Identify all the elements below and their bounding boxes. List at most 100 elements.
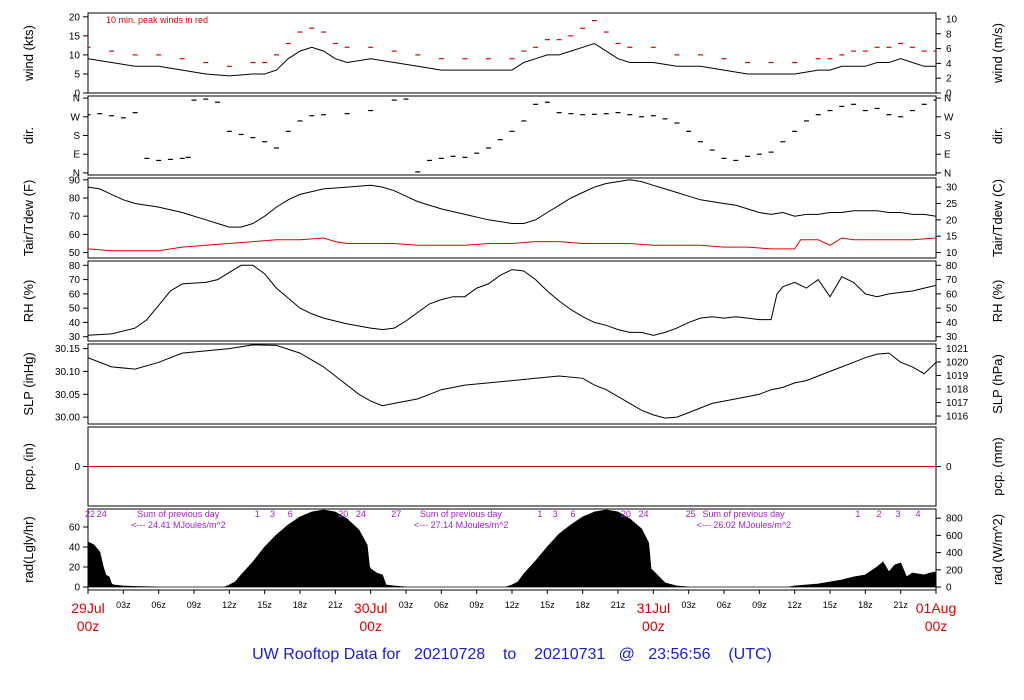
- temp-left-tick-label: 70: [69, 212, 81, 223]
- rh-left-tick-label: 50: [69, 304, 81, 315]
- x-date-label: 01Aug: [916, 600, 956, 616]
- slp-right-tick-label: 1020: [946, 358, 969, 369]
- x-hour-label: 03z: [116, 600, 131, 610]
- slp-right-tick-label: 1016: [946, 412, 969, 423]
- slp-right-tick-label: 1021: [946, 344, 969, 355]
- slp-left-axis-label: SLP (inHg): [21, 352, 36, 415]
- x-date-sub-label: 00z: [359, 618, 382, 634]
- wind-right-tick-label: 4: [946, 59, 952, 70]
- rad-plot-area: [88, 509, 936, 588]
- rh-right-tick-label: 50: [946, 304, 958, 315]
- temp-right-axis-label: Tair/Tdew (C): [990, 179, 1005, 257]
- x-hour-label: 12z: [222, 600, 237, 610]
- rad-right-tick-label: 400: [946, 548, 963, 559]
- wind-left-tick-label: 10: [69, 50, 81, 61]
- x-hour-label: 06z: [434, 600, 449, 610]
- rh-frame: [87, 260, 937, 342]
- rad-left-tick-label: 40: [69, 543, 81, 554]
- wind-right-axis-label: wind (m/s): [990, 23, 1005, 84]
- dir-right-tick-label: E: [944, 150, 951, 161]
- rad-hour-label: 24: [356, 509, 366, 519]
- x-hour-label: 21z: [893, 600, 908, 610]
- rh-right-tick-label: 70: [946, 275, 958, 286]
- wind-right-tick-label: 10: [946, 14, 958, 25]
- temp-right-tick-label: 15: [946, 232, 958, 243]
- dir-left-tick-label: N: [73, 168, 80, 179]
- rh-left-axis-label: RH (%): [21, 280, 36, 323]
- footer-time: 23:56:56: [648, 646, 711, 663]
- x-date-sub-label: 00z: [77, 618, 100, 634]
- dir-plot-area: [88, 98, 936, 173]
- rad-series-area: [88, 509, 936, 588]
- temp-right-tick-label: 25: [946, 199, 958, 210]
- rad-left-tick-label: 20: [69, 563, 81, 574]
- x-hour-label: 15z: [257, 600, 272, 610]
- rh-right-tick-label: 30: [946, 332, 958, 343]
- temp-right-tick-label: 20: [946, 215, 958, 226]
- temp-Tdew-line: [88, 237, 936, 252]
- wind-right-tick-label: 6: [946, 44, 952, 55]
- dir-right-tick-label: W: [944, 112, 954, 123]
- dir-right-tick-label: N: [944, 94, 951, 105]
- rad-hour-label: 6: [570, 509, 575, 519]
- x-hour-label: 21z: [328, 600, 343, 610]
- x-date-sub-label: 00z: [642, 618, 665, 634]
- rh-right-tick-label: 60: [946, 289, 958, 300]
- pcp-right-tick-label: 0: [946, 462, 952, 473]
- rad-hour-label: 1: [537, 509, 542, 519]
- wind-plot-area: [88, 20, 936, 77]
- rad-left-tick-label: 0: [74, 583, 80, 594]
- x-hour-label: 15z: [540, 600, 555, 610]
- temp-Tair-line: [88, 179, 936, 228]
- footer-to: to: [502, 646, 517, 663]
- x-hour-label: 21z: [611, 600, 626, 610]
- rad-hour-label: 24: [97, 509, 107, 519]
- rad-hour-label: 1: [855, 509, 860, 519]
- rh-plot-area: [88, 264, 936, 336]
- dir-left-tick-label: N: [73, 94, 80, 105]
- rad-hour-label: 3: [895, 509, 900, 519]
- rad-hour-label: 3: [553, 509, 558, 519]
- rad-right-tick-label: 600: [946, 531, 963, 542]
- x-hour-label: 03z: [681, 600, 696, 610]
- rh-left-tick-label: 60: [69, 289, 81, 300]
- rad-sum-caption: Sum of previous day: [420, 509, 503, 519]
- rh-left-tick-label: 40: [69, 318, 81, 329]
- dir-left-tick-label: E: [73, 150, 80, 161]
- temp-left-tick-label: 90: [69, 175, 81, 186]
- wind-left-tick-label: 20: [69, 12, 81, 23]
- rad-sum-value: <--- 24.41 MJoules/m^2: [131, 520, 226, 530]
- rad-hour-label: 2: [877, 509, 882, 519]
- rh-left-tick-label: 30: [69, 332, 81, 343]
- slp-left-tick-label: 30.05: [55, 390, 80, 401]
- rh-right-axis-label: RH (%): [990, 280, 1005, 323]
- rad-right-tick-label: 800: [946, 514, 963, 525]
- pcp-left-axis-label: pcp. (in): [21, 443, 36, 490]
- wind-frame: [87, 12, 937, 94]
- wind-right-tick-label: 0: [946, 89, 952, 100]
- rad-hour-label: 24: [639, 509, 649, 519]
- footer-timezone: (UTC): [728, 646, 772, 663]
- slp-right-tick-label: 1019: [946, 371, 969, 382]
- wind-annotation: 10 min. peak winds in red: [106, 15, 208, 25]
- rad-hour-label: 20: [338, 509, 348, 519]
- slp-left-tick-label: 30.15: [55, 344, 80, 355]
- panel-wind: wind (kts) wind (m/s) 0 5 10 15 20 0 2 4 6 8 10 10 mi…: [21, 12, 1005, 99]
- chart-footer-title: UW Rooftop Data for 20210728 to 20210731…: [0, 646, 1024, 664]
- rad-left-tick-label: 60: [69, 523, 81, 534]
- slp-plot-area: [88, 344, 936, 419]
- rad-sum-caption: Sum of previous day: [137, 509, 220, 519]
- slp-right-tick-label: 1017: [946, 398, 969, 409]
- footer-start-date: 20210728: [413, 646, 486, 663]
- panel-temp: Tair/Tdew (F) Tair/Tdew (C) 50 60 70 80 90 10 15…: [21, 175, 1005, 259]
- wind-wind-line: [88, 42, 936, 77]
- x-date-sub-label: 00z: [925, 618, 948, 634]
- temp-plot-area: [88, 179, 936, 252]
- temp-right-tick-label: 10: [946, 248, 958, 259]
- slp-right-axis-label: SLP (hPa): [990, 354, 1005, 414]
- x-hour-label: 06z: [717, 600, 732, 610]
- x-hour-label: 18z: [858, 600, 873, 610]
- slp-right-tick-label: 1018: [946, 385, 969, 396]
- footer-end-date: 20210731: [534, 646, 606, 663]
